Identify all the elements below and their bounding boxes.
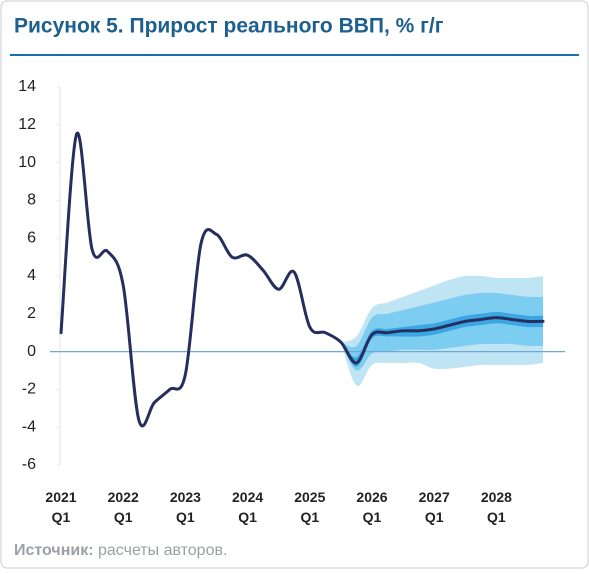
source: Источник: расчеты авторов.: [14, 542, 227, 559]
y-tick-label: 14: [18, 78, 36, 95]
x-tick-label: 2022 Q1: [108, 489, 139, 525]
fan-band: [340, 311, 544, 367]
y-tick-label: 10: [18, 154, 36, 171]
x-tick-label: 2023 Q1: [170, 489, 201, 525]
y-tick-label: 12: [18, 116, 36, 133]
x-tick-label: 2025 Q1: [294, 489, 325, 525]
y-tick-label: -2: [22, 381, 36, 398]
y-tick-label: 6: [27, 229, 36, 246]
source-label: Источник:: [14, 542, 94, 559]
y-tick-label: 8: [27, 192, 36, 209]
y-tick-label: 4: [27, 267, 36, 284]
x-tick-label: 2024 Q1: [232, 489, 263, 525]
chart-title: Рисунок 5. Прирост реального ВВП, % г/г: [14, 15, 444, 38]
x-tick-label: 2026 Q1: [356, 489, 387, 525]
y-tick-label: 0: [27, 343, 36, 360]
x-tick-label: 2021 Q1: [45, 489, 76, 525]
y-tick-label: -4: [22, 418, 36, 435]
x-tick-label: 2027 Q1: [419, 489, 450, 525]
y-tick-label: 2: [27, 305, 36, 322]
y-tick-label: -6: [22, 456, 36, 473]
gdp-line: [59, 131, 545, 428]
x-tick-label: 2028 Q1: [481, 489, 512, 525]
source-text: расчеты авторов.: [98, 542, 227, 559]
